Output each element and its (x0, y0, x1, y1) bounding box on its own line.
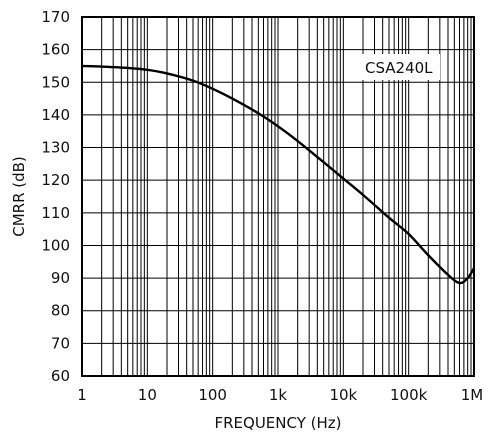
y-tick-label: 100 (41, 236, 70, 254)
y-tick-label: 150 (41, 73, 70, 91)
x-tick-label: 10k (329, 386, 357, 404)
y-tick-label: 70 (51, 334, 70, 352)
y-tick-label: 160 (41, 41, 70, 59)
x-tick-label: 1M (461, 386, 484, 404)
y-axis-label: CMRR (dB) (10, 156, 28, 237)
y-tick-label: 80 (51, 302, 70, 320)
y-tick-label: 60 (51, 367, 70, 385)
x-tick-label: 1k (269, 386, 288, 404)
y-tick-label: 90 (51, 269, 70, 287)
plot-frame (81, 16, 475, 377)
x-tick-label: 1 (77, 386, 87, 404)
legend-series-label: CSA240L (365, 59, 433, 77)
x-axis-label: FREQUENCY (Hz) (214, 414, 341, 432)
y-tick-label: 110 (41, 204, 70, 222)
x-tick-label: 100 (198, 386, 227, 404)
x-tick-label: 10 (138, 386, 157, 404)
y-tick-label: 170 (41, 8, 70, 26)
x-tick-labels: 1 10 100 1k 10k 100k 1M (77, 386, 483, 404)
legend-box (360, 54, 440, 80)
y-tick-label: 140 (41, 106, 70, 124)
y-tick-label: 130 (41, 139, 70, 157)
y-tick-label: 120 (41, 171, 70, 189)
x-tick-label: 100k (390, 386, 428, 404)
legend: CSA240L (360, 54, 440, 80)
y-tick-labels: 60 70 80 90 100 110 120 130 140 150 160 170 (41, 8, 70, 385)
cmrr-curve (81, 64, 476, 285)
